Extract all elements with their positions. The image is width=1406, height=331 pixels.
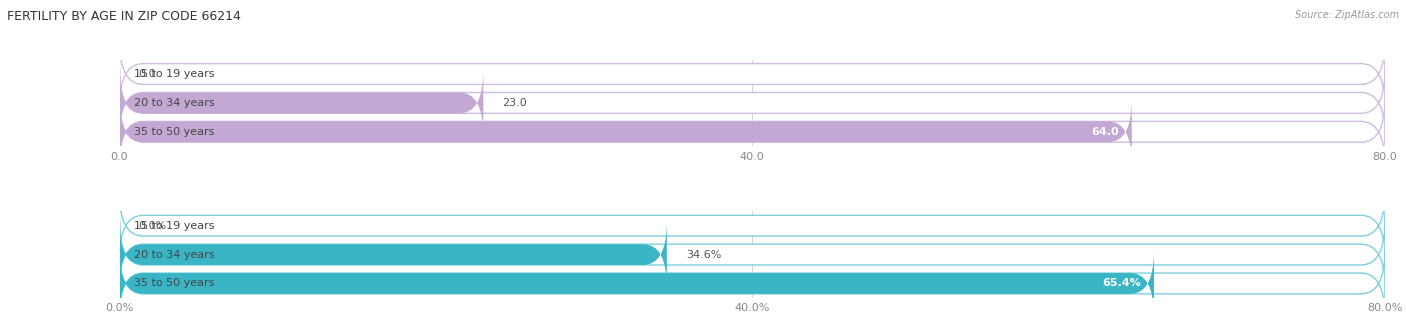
Text: Source: ZipAtlas.com: Source: ZipAtlas.com: [1295, 10, 1399, 20]
Text: 15 to 19 years: 15 to 19 years: [134, 69, 214, 79]
FancyBboxPatch shape: [120, 99, 1385, 165]
Text: FERTILITY BY AGE IN ZIP CODE 66214: FERTILITY BY AGE IN ZIP CODE 66214: [7, 10, 240, 23]
Text: 15 to 19 years: 15 to 19 years: [134, 221, 214, 231]
FancyBboxPatch shape: [120, 193, 1385, 259]
FancyBboxPatch shape: [120, 251, 1154, 316]
Text: 0.0: 0.0: [139, 69, 156, 79]
Text: 20 to 34 years: 20 to 34 years: [134, 250, 214, 260]
FancyBboxPatch shape: [120, 70, 484, 136]
FancyBboxPatch shape: [120, 41, 1385, 107]
FancyBboxPatch shape: [120, 251, 1385, 316]
Text: 64.0: 64.0: [1091, 127, 1119, 137]
Text: 23.0: 23.0: [502, 98, 527, 108]
FancyBboxPatch shape: [120, 70, 1385, 136]
Text: 0.0%: 0.0%: [139, 221, 167, 231]
Text: 35 to 50 years: 35 to 50 years: [134, 278, 214, 288]
FancyBboxPatch shape: [120, 99, 1132, 165]
Text: 65.4%: 65.4%: [1102, 278, 1142, 288]
FancyBboxPatch shape: [120, 222, 666, 288]
FancyBboxPatch shape: [120, 222, 1385, 288]
Text: 34.6%: 34.6%: [686, 250, 721, 260]
Text: 20 to 34 years: 20 to 34 years: [134, 98, 214, 108]
Text: 35 to 50 years: 35 to 50 years: [134, 127, 214, 137]
